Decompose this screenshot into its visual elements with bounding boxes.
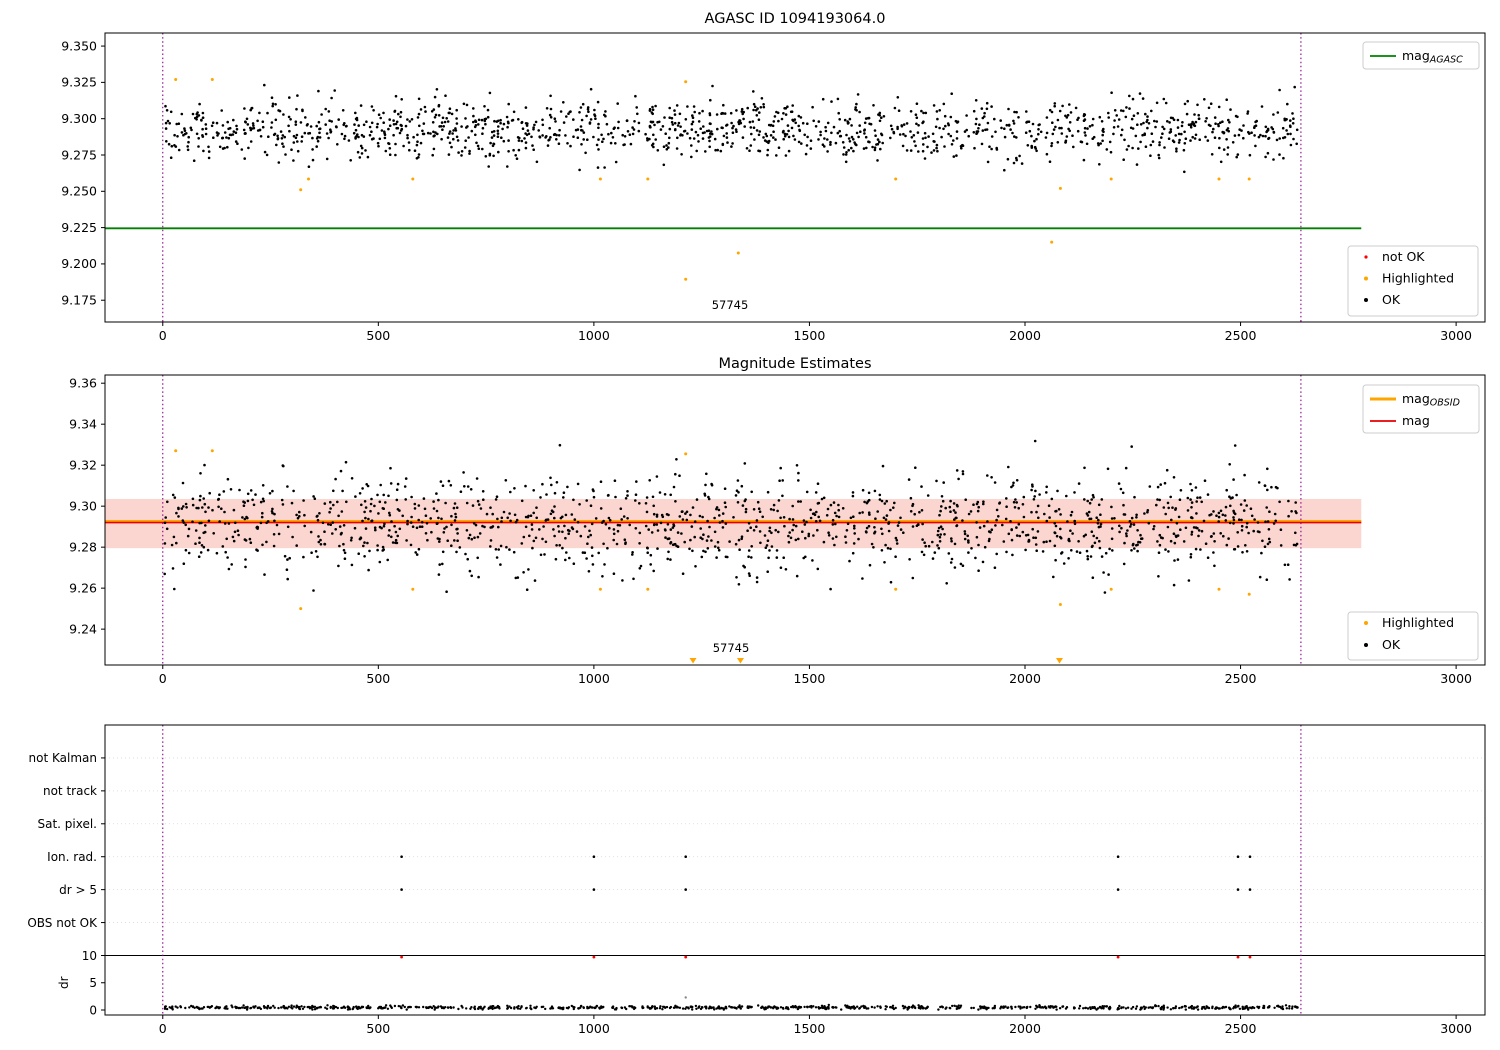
- plot2-highlighted-points: [174, 449, 1251, 611]
- x-tick-label: 1000: [578, 328, 610, 343]
- legend-label: magOBSID: [1402, 391, 1460, 409]
- legend-box: [1347, 245, 1479, 317]
- plot3-dr-red-points: [400, 955, 1252, 959]
- plot1-legend-line: magAGASC: [1362, 41, 1480, 70]
- x-tick-label: 500: [366, 671, 390, 686]
- x-tick-label: 3000: [1440, 671, 1472, 686]
- dr-tick-label: 0: [89, 1003, 97, 1017]
- axes-frame: [104, 374, 1486, 666]
- legend-label: OK: [1382, 637, 1401, 652]
- plot1-axes: 0 500 1000 1500 2000 2500 3000 9.350 9.325 9.300 9…: [61, 32, 1486, 343]
- y-tick-label: 9.24: [69, 621, 97, 636]
- y-tick-label: 9.175: [61, 293, 97, 308]
- x-tick-label: 1500: [794, 1021, 826, 1036]
- x-tick-label: 1000: [578, 1021, 610, 1036]
- x-tick-label: 1500: [794, 671, 826, 686]
- plot2-title: Magnitude Estimates: [718, 356, 871, 372]
- clipped-point-marker: [689, 658, 697, 664]
- plot3-dr-points: [163, 1003, 1299, 1011]
- y-tick-label: 9.225: [61, 220, 97, 235]
- plot3-dr-outlier: [684, 996, 687, 999]
- x-tick-label: 500: [366, 328, 390, 343]
- y-tick-label: 9.300: [61, 111, 97, 126]
- x-tick-label: 1000: [578, 671, 610, 686]
- plot1-ok-points: [164, 83, 1299, 174]
- x-tick-label: 2500: [1225, 671, 1257, 686]
- clipped-point-marker: [1055, 658, 1063, 664]
- y-tick-label: 9.275: [61, 147, 97, 162]
- x-tick-label: 2500: [1225, 1021, 1257, 1036]
- x-tick-label: 3000: [1440, 1021, 1472, 1036]
- flag-category-label: dr > 5: [59, 883, 97, 897]
- y-tick-label: 9.350: [61, 38, 97, 53]
- y-tick-label: 9.30: [69, 498, 97, 513]
- plot3-axes: 0 500 1000 1500 2000 2500 3000 not Kalman not tr…: [27, 724, 1486, 1036]
- dr-tick-label: 5: [89, 976, 97, 990]
- plot2-obsid-annotation: 57745: [713, 641, 750, 655]
- x-tick-label: 3000: [1440, 328, 1472, 343]
- legend-label: magAGASC: [1402, 48, 1463, 66]
- plot3-flag-points: [400, 855, 1252, 891]
- plot2-legend-markers: Highlighted OK: [1347, 611, 1479, 661]
- legend-box: [1362, 41, 1480, 70]
- plot2-legend-lines: magOBSID mag: [1362, 384, 1480, 434]
- legend-label: Highlighted: [1382, 271, 1454, 286]
- flag-category-label: Sat. pixel.: [37, 817, 97, 831]
- legend-label: mag: [1402, 413, 1430, 428]
- y-tick-label: 9.250: [61, 184, 97, 199]
- dr-tick-label: 10: [82, 949, 97, 963]
- x-tick-label: 2000: [1009, 1021, 1041, 1036]
- x-tick-label: 0: [159, 671, 167, 686]
- dr-axis-label: dr: [57, 976, 71, 989]
- flag-category-label: not Kalman: [29, 751, 97, 765]
- plot2-axes: 0 500 1000 1500 2000 2500 3000 9.36 9.34 9.32 9.30…: [69, 374, 1486, 686]
- x-tick-label: 2000: [1009, 671, 1041, 686]
- x-tick-label: 500: [366, 1021, 390, 1036]
- y-tick-label: 9.200: [61, 256, 97, 271]
- clipped-point-marker: [736, 658, 744, 664]
- plot1-title: AGASC ID 1094193064.0: [705, 11, 886, 27]
- y-tick-label: 9.28: [69, 539, 97, 554]
- x-tick-label: 0: [159, 328, 167, 343]
- legend-label: OK: [1382, 292, 1401, 307]
- axes-frame: [104, 724, 1486, 1016]
- x-tick-label: 0: [159, 1021, 167, 1036]
- x-tick-label: 2000: [1009, 328, 1041, 343]
- plot2-obsid-boundaries: [162, 375, 1302, 665]
- plot3-obsid-boundaries: [162, 725, 1302, 1015]
- x-tick-label: 1500: [794, 328, 826, 343]
- plot1-legend-markers: not OK Highlighted OK: [1347, 245, 1479, 317]
- y-tick-label: 9.325: [61, 75, 97, 90]
- plot2-uncertainty-band: [105, 498, 1362, 549]
- flag-category-label: OBS not OK: [27, 916, 98, 930]
- plot1-obsid-annotation: 57745: [712, 298, 749, 312]
- plot1-obsid-boundaries: [162, 33, 1302, 322]
- axes-frame: [104, 32, 1486, 323]
- y-tick-label: 9.26: [69, 580, 97, 595]
- flag-category-label: Ion. rad.: [47, 850, 97, 864]
- y-tick-label: 9.32: [69, 457, 97, 472]
- y-tick-label: 9.34: [69, 416, 97, 431]
- y-tick-label: 9.36: [69, 375, 97, 390]
- legend-label: not OK: [1382, 249, 1425, 264]
- legend-label: Highlighted: [1382, 615, 1454, 630]
- plot2-ok-points: [163, 439, 1299, 594]
- plot2-mag-lines: [105, 520, 1362, 524]
- plot3-category-gridlines: [105, 757, 1485, 923]
- plot2-clipped-markers: [689, 658, 1063, 664]
- flag-category-label: not track: [43, 784, 97, 798]
- plot1-highlighted-points: [174, 78, 1251, 281]
- x-tick-label: 2500: [1225, 328, 1257, 343]
- legend-box: [1347, 611, 1479, 661]
